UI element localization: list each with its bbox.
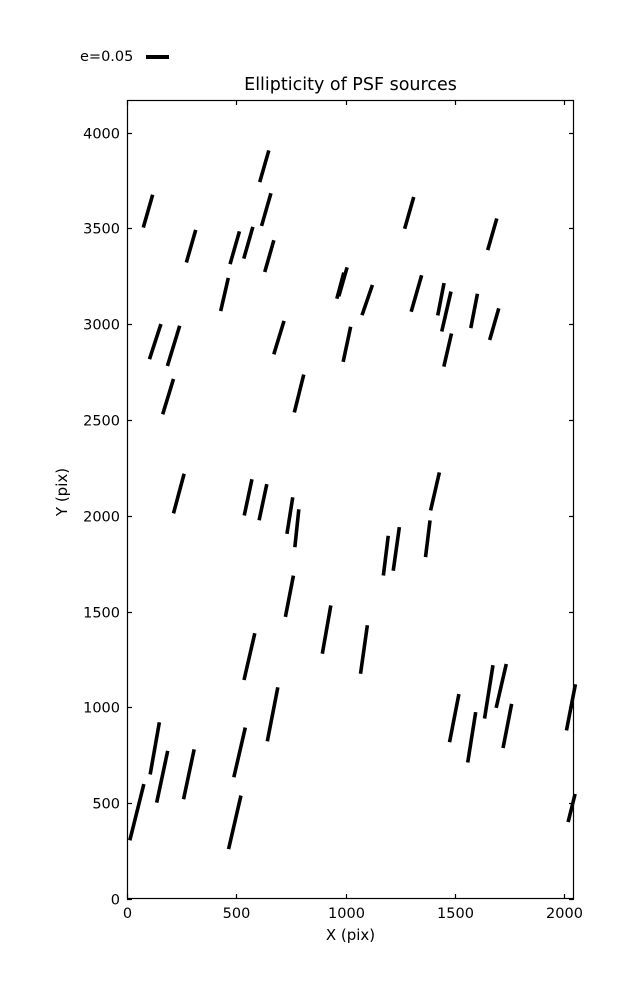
whisker-segment <box>487 307 501 341</box>
whisker-segment <box>226 795 243 850</box>
whisker-segment <box>293 509 301 548</box>
chart-title: Ellipticity of PSF sources <box>244 75 457 95</box>
whisker-segment <box>242 632 257 681</box>
whisker-segment <box>501 703 514 749</box>
whisker-segment <box>335 272 346 300</box>
whisker-segment <box>141 194 155 228</box>
legend-label: e=0.05 <box>80 49 134 65</box>
whisker-segment <box>435 282 446 316</box>
whisker-segment <box>494 663 509 709</box>
whisker-segment <box>465 711 478 763</box>
whisker-segment <box>292 374 306 413</box>
y-tick-label: 4000 <box>83 127 120 143</box>
x-tick-label: 500 <box>223 906 251 922</box>
whisker-segment <box>228 230 242 265</box>
whisker-segment <box>232 727 248 778</box>
whisker-segment <box>181 748 196 800</box>
x-tick-label: 1000 <box>328 906 365 922</box>
whisker-segment <box>566 793 577 823</box>
whisker-segment <box>259 192 273 227</box>
y-tick-label: 1500 <box>83 606 120 622</box>
whisker-segment <box>218 277 231 312</box>
y-axis-label: Y (pix) <box>53 467 71 517</box>
whisker-segment <box>263 239 276 273</box>
whisker-segment <box>184 229 198 264</box>
axes-frame <box>126 99 575 900</box>
whisker-segment <box>564 683 578 731</box>
y-tick-label: 3000 <box>83 318 120 334</box>
whisker-segment <box>257 149 271 183</box>
whisker-segment <box>285 497 295 535</box>
whisker-segment <box>358 625 370 675</box>
whisker-segment <box>447 693 461 743</box>
whisker-segment <box>160 378 176 415</box>
whisker-segment <box>154 750 170 804</box>
y-tick-label: 2000 <box>83 510 120 526</box>
whisker-segment <box>148 721 162 775</box>
whisker-segment <box>242 226 255 260</box>
whisker-segment <box>171 473 186 514</box>
whisker-segment <box>242 478 254 516</box>
whisker-segment <box>283 575 296 618</box>
y-tick-label: 2500 <box>83 414 120 430</box>
whisker-segment <box>439 291 453 332</box>
whisker-segment <box>320 605 333 655</box>
whisker-segment <box>469 293 480 329</box>
x-tick-label: 2000 <box>546 906 583 922</box>
whisker-segment <box>257 483 269 521</box>
y-tick-label: 3500 <box>83 222 120 238</box>
x-tick-label: 0 <box>123 906 132 922</box>
whisker-segment <box>128 783 146 841</box>
whisker-segment <box>482 664 495 719</box>
whisker-segment <box>272 320 286 355</box>
whisker-segment <box>147 323 163 360</box>
legend: e=0.05 <box>80 49 170 65</box>
whisker-segment <box>402 196 416 230</box>
whisker-segment <box>341 326 353 363</box>
legend-line-sample <box>146 55 170 60</box>
whisker-segment <box>381 535 391 576</box>
whisker-segment <box>360 284 375 316</box>
whisker-segment <box>423 520 432 558</box>
y-tick-label: 0 <box>111 893 120 909</box>
whisker-segment <box>391 526 402 571</box>
whisker-segment <box>265 686 280 742</box>
whisker-segment <box>165 325 182 367</box>
whisker-segment <box>485 217 499 251</box>
whisker-segment <box>428 472 442 511</box>
y-tick-label: 1000 <box>83 701 120 717</box>
y-tick-label: 500 <box>92 797 120 813</box>
whisker-segment <box>409 274 424 313</box>
whisker-segment <box>442 333 454 368</box>
x-axis-label: X (pix) <box>325 926 376 944</box>
x-tick-label: 1500 <box>437 906 474 922</box>
